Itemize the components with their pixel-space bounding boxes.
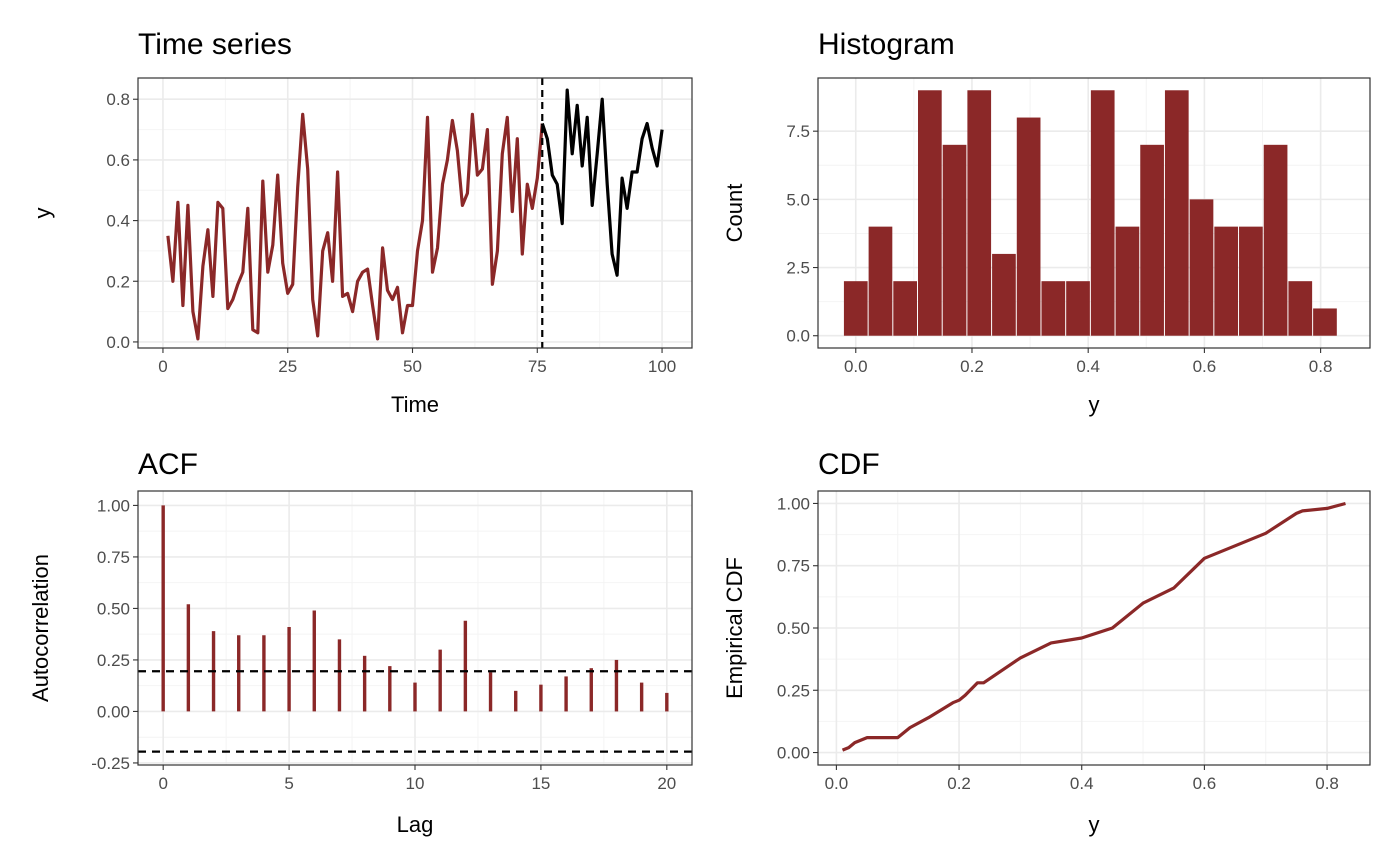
cdf-xtick-label: 0.8: [1315, 774, 1339, 793]
histogram-xlabel: y: [1089, 392, 1100, 417]
histogram-bar: [868, 226, 893, 336]
histogram-ytick-label: 5.0: [786, 190, 810, 209]
histogram-bar: [1016, 117, 1041, 336]
acf-xlabel: Lag: [397, 812, 434, 837]
histogram-bar: [893, 281, 918, 336]
histogram-bar: [1164, 90, 1189, 336]
histogram-bar: [1288, 281, 1313, 336]
histogram-bar: [1263, 144, 1288, 336]
histogram-bar: [843, 281, 868, 336]
cdf-xtick-label: 0.2: [947, 774, 971, 793]
cdf-ytick-label: 0.50: [777, 619, 810, 638]
series-line-future: [540, 88, 664, 277]
cdf-title: CDF: [818, 448, 880, 481]
histogram-bar: [1189, 199, 1214, 336]
acf-ytick-label: 1.00: [97, 496, 130, 515]
time-series-xtick-label: 75: [528, 357, 547, 376]
time-series-ytick-label: 0.0: [106, 333, 130, 352]
acf-title: ACF: [138, 448, 198, 481]
acf-xtick-label: 0: [158, 774, 167, 793]
cdf-ytick-label: 0.00: [777, 744, 810, 763]
acf-ylabel: Autocorrelation: [28, 554, 53, 702]
acf-xtick-label: 5: [284, 774, 293, 793]
cdf-ytick-label: 1.00: [777, 494, 810, 513]
histogram-bar: [1214, 226, 1239, 336]
histogram-bar: [1239, 226, 1263, 336]
histogram-title: Histogram: [818, 28, 955, 61]
histogram-bar: [1140, 144, 1164, 336]
time-series-ytick-label: 0.6: [106, 151, 130, 170]
histogram-xtick-label: 0.2: [960, 357, 984, 376]
time-series-xtick-label: 50: [403, 357, 422, 376]
time-series-xtick-label: 25: [278, 357, 297, 376]
acf-ytick-label: -0.25: [91, 754, 130, 773]
time-series-xtick-label: 0: [158, 357, 167, 376]
histogram-ytick-label: 0.0: [786, 327, 810, 346]
acf-ytick-label: 0.25: [97, 651, 130, 670]
series-line-observed: [166, 112, 544, 341]
histogram-xtick-label: 0.6: [1193, 357, 1217, 376]
histogram-xtick-label: 0.8: [1309, 357, 1333, 376]
histogram-bar: [1041, 281, 1066, 336]
time-series-ytick-label: 0.2: [106, 272, 130, 291]
histogram-bar: [1115, 226, 1140, 336]
panel-acf: ACF 0 5 10 15 20 -0.25 0.00 0.25 0.50 0.75 1.00 La…: [28, 448, 693, 837]
cdf-xlabel: y: [1089, 812, 1100, 837]
acf-ytick-label: 0.75: [97, 548, 130, 567]
time-series-title: Time series: [138, 28, 292, 61]
cdf-xtick-label: 0.6: [1193, 774, 1217, 793]
time-series-ylabel: y: [30, 208, 55, 219]
histogram-ylabel: Count: [722, 184, 747, 243]
cdf-xtick-label: 0.4: [1070, 774, 1094, 793]
cdf-ytick-label: 0.75: [777, 557, 810, 576]
acf-xtick-label: 10: [406, 774, 425, 793]
histogram-bar: [1090, 90, 1115, 336]
histogram-bar: [942, 144, 967, 336]
time-series-xtick-label: 100: [648, 357, 676, 376]
time-series-ytick-label: 0.8: [106, 90, 130, 109]
histogram-bar: [967, 90, 992, 336]
acf-xtick-label: 15: [531, 774, 550, 793]
acf-ytick-label: 0.00: [97, 702, 130, 721]
histogram-xtick-label: 0.0: [844, 357, 868, 376]
cdf-ylabel: Empirical CDF: [722, 557, 747, 699]
panel-cdf: CDF 0.0 0.2 0.4 0.6 0.80.000.250.500.751.00 …: [722, 448, 1371, 837]
panel-time-series: Time series 0 25 50 75 100 0.0 0.2 0.4 0.6 0.8 Ti…: [30, 28, 693, 417]
cdf-ytick-label: 0.25: [777, 681, 810, 700]
acf-xtick-label: 20: [657, 774, 676, 793]
panel-histogram: Histogram 0.0 0.2 0.4 0.6 0.80.02.55.07.5 y …: [722, 28, 1371, 417]
histogram-bar: [1066, 281, 1090, 336]
histogram-ytick-label: 7.5: [786, 122, 810, 141]
acf-ytick-label: 0.50: [97, 599, 130, 618]
cdf-xtick-label: 0.0: [825, 774, 849, 793]
histogram-bar: [1313, 308, 1337, 336]
histogram-ytick-label: 2.5: [786, 259, 810, 278]
histogram-xtick-label: 0.4: [1076, 357, 1100, 376]
histogram-bar: [918, 90, 942, 336]
cdf-line: [841, 501, 1346, 752]
time-series-xlabel: Time: [391, 392, 439, 417]
histogram-bar: [992, 253, 1016, 336]
time-series-ytick-label: 0.4: [106, 212, 130, 231]
